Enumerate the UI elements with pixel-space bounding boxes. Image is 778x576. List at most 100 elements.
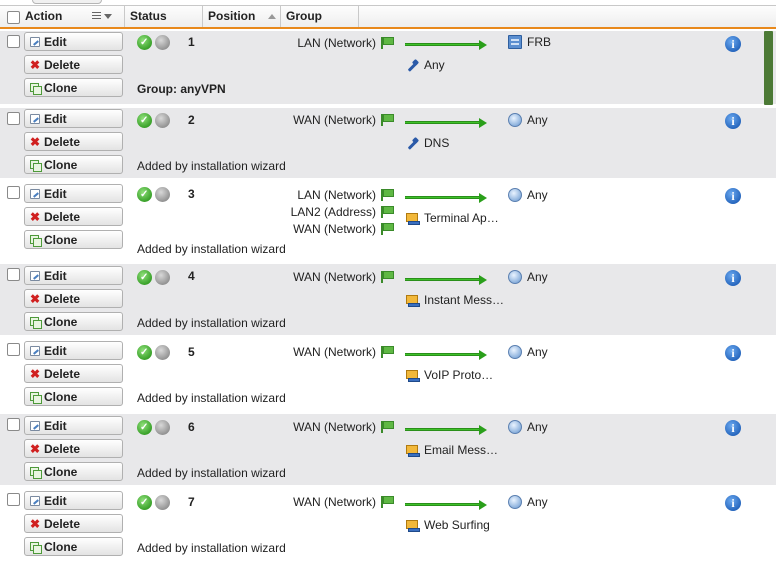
column-header-group[interactable]: Group (281, 6, 359, 27)
delete-button[interactable]: ✖ Delete (24, 55, 123, 74)
edit-icon (30, 346, 40, 356)
delete-icon: ✖ (30, 135, 41, 149)
rule-position: 4 (188, 269, 195, 283)
status-enabled-icon[interactable] (137, 113, 152, 128)
delete-button[interactable]: ✖ Delete (24, 514, 123, 533)
status-disabled-icon[interactable] (155, 420, 170, 435)
vertical-scrollbar[interactable] (764, 31, 773, 105)
status-disabled-icon[interactable] (155, 345, 170, 360)
network-flag-icon (381, 271, 395, 283)
rule-position: 5 (188, 345, 195, 359)
edit-button[interactable]: Edit (24, 491, 123, 510)
source-label: WAN (Network) (293, 113, 376, 127)
row-checkbox[interactable] (7, 268, 20, 281)
edit-button[interactable]: Edit (24, 109, 123, 128)
clone-button[interactable]: Clone (24, 387, 123, 406)
source-label: WAN (Network) (293, 270, 376, 284)
column-menu-icon[interactable] (92, 12, 112, 22)
rule-comment: Added by installation wizard (137, 391, 286, 405)
clone-button[interactable]: Clone (24, 230, 123, 249)
status-enabled-icon[interactable] (137, 420, 152, 435)
delete-button[interactable]: ✖ Delete (24, 364, 123, 383)
status-enabled-icon[interactable] (137, 270, 152, 285)
edit-icon (30, 271, 40, 281)
row-checkbox[interactable] (7, 35, 20, 48)
status-enabled-icon[interactable] (137, 345, 152, 360)
clone-button[interactable]: Clone (24, 537, 123, 556)
row-checkbox[interactable] (7, 112, 20, 125)
globe-icon (508, 420, 522, 434)
globe-icon (508, 188, 522, 202)
delete-icon: ✖ (30, 442, 41, 456)
source-label: WAN (Network) (293, 495, 376, 509)
status-disabled-icon[interactable] (155, 495, 170, 510)
network-icon (508, 35, 522, 49)
info-icon[interactable]: i (725, 270, 741, 286)
clone-button[interactable]: Clone (24, 78, 123, 97)
rule-position: 6 (188, 420, 195, 434)
sort-ascending-icon[interactable] (268, 14, 276, 19)
service-group-icon (406, 294, 420, 308)
direction-arrow-icon (405, 118, 487, 128)
row-checkbox[interactable] (7, 418, 20, 431)
source-label: WAN (Network) (293, 345, 376, 359)
rule-comment: Added by installation wizard (137, 316, 286, 330)
column-header-position[interactable]: Position (203, 6, 281, 27)
rule-comment: Added by installation wizard (137, 466, 286, 480)
network-flag-icon (381, 206, 395, 218)
info-icon[interactable]: i (725, 113, 741, 129)
info-icon[interactable]: i (725, 36, 741, 52)
info-icon[interactable]: i (725, 345, 741, 361)
status-disabled-icon[interactable] (155, 35, 170, 50)
clone-icon (30, 83, 42, 95)
clone-icon (30, 392, 42, 404)
row-checkbox[interactable] (7, 186, 20, 199)
edit-icon (30, 114, 40, 124)
delete-button[interactable]: ✖ Delete (24, 439, 123, 458)
clone-button[interactable]: Clone (24, 462, 123, 481)
clone-button[interactable]: Clone (24, 155, 123, 174)
column-header-action[interactable]: Action (0, 6, 125, 27)
info-icon[interactable]: i (725, 188, 741, 204)
delete-icon: ✖ (30, 292, 41, 306)
service-group-icon (406, 444, 420, 458)
status-disabled-icon[interactable] (155, 113, 170, 128)
edit-button[interactable]: Edit (24, 341, 123, 360)
service-plug-icon (406, 59, 420, 73)
info-icon[interactable]: i (725, 420, 741, 436)
select-all-checkbox[interactable] (7, 11, 20, 24)
column-header-position-label: Position (208, 9, 256, 23)
source-label: LAN (Network) (297, 188, 376, 202)
status-enabled-icon[interactable] (137, 495, 152, 510)
edit-button[interactable]: Edit (24, 266, 123, 285)
table-row: Edit ✖Delete Clone 4 WAN (Network) Any I… (0, 264, 776, 339)
edit-button[interactable]: Edit (24, 416, 123, 435)
row-checkbox[interactable] (7, 493, 20, 506)
status-enabled-icon[interactable] (137, 35, 152, 50)
column-header-status[interactable]: Status (125, 6, 203, 27)
status-disabled-icon[interactable] (155, 270, 170, 285)
status-enabled-icon[interactable] (137, 187, 152, 202)
edit-icon (30, 421, 40, 431)
status-disabled-icon[interactable] (155, 187, 170, 202)
delete-button[interactable]: ✖ Delete (24, 289, 123, 308)
clone-icon (30, 317, 42, 329)
rule-comment: Added by installation wizard (137, 541, 286, 555)
edit-icon (30, 37, 40, 47)
info-icon[interactable]: i (725, 495, 741, 511)
row-checkbox[interactable] (7, 343, 20, 356)
clone-button[interactable]: Clone (24, 312, 123, 331)
toolbar-button-fragment[interactable] (32, 0, 102, 4)
edit-button[interactable]: Edit (24, 184, 123, 203)
globe-icon (508, 113, 522, 127)
table-row: Edit ✖Delete Clone 6 WAN (Network) Any E… (0, 414, 776, 489)
table-row: Edit ✖Delete Clone 2 WAN (Network) Any D… (0, 108, 776, 182)
delete-button[interactable]: ✖ Delete (24, 207, 123, 226)
rule-position: 3 (188, 187, 195, 201)
globe-icon (508, 495, 522, 509)
direction-arrow-icon (405, 193, 487, 203)
table-row: Edit ✖Delete Clone 1 LAN (Network) FRB A… (0, 31, 776, 108)
delete-button[interactable]: ✖ Delete (24, 132, 123, 151)
edit-button[interactable]: Edit (24, 32, 123, 51)
rule-comment: Added by installation wizard (137, 242, 286, 256)
